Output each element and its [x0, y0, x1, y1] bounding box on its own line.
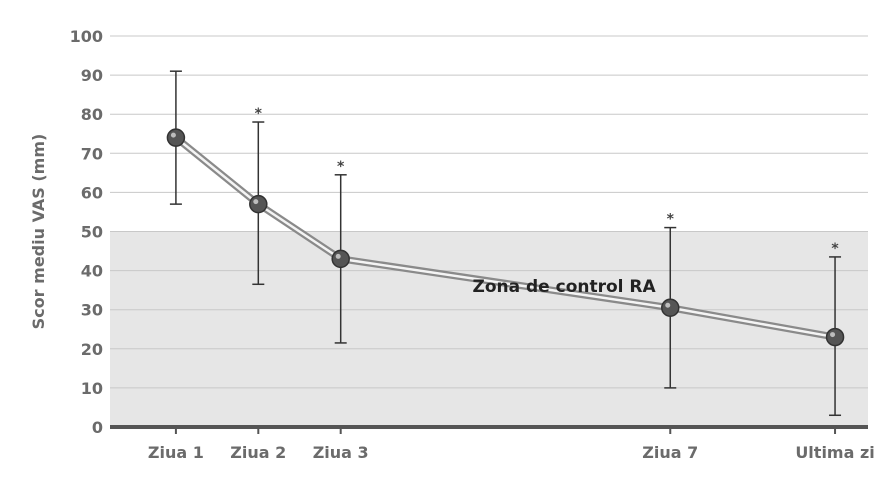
data-point [166, 128, 186, 147]
x-tick-label: Ziua 3 [313, 443, 369, 462]
data-point-highlight [830, 332, 836, 338]
data-point [249, 194, 268, 214]
significance-star: * [831, 241, 839, 257]
grid-lines [110, 35, 868, 389]
data-point-highlight [170, 132, 176, 138]
control-zone-label: Zona de control RA [473, 277, 657, 297]
y-tick-label: 0 [92, 418, 103, 437]
data-point-highlight [335, 253, 341, 259]
data-point [331, 249, 350, 269]
y-tick-label: 90 [81, 66, 103, 85]
y-tick-label: 40 [81, 262, 103, 281]
y-tick-label: 100 [70, 27, 103, 46]
x-tick-label: Ziua 2 [230, 443, 286, 462]
control-zone-rect [110, 231, 868, 427]
significance-markers: * * * * [255, 106, 840, 257]
x-tick-label: Ziua 7 [642, 443, 698, 462]
data-point-highlight [665, 302, 671, 308]
data-points [166, 128, 845, 347]
y-tick-label: 10 [81, 379, 103, 398]
y-axis-ticks: 0 10 20 30 40 50 60 70 80 90 100 [70, 27, 103, 437]
data-point [825, 327, 845, 347]
y-tick-label: 20 [81, 340, 103, 359]
data-point [661, 298, 680, 317]
data-point-highlight [253, 199, 259, 205]
control-zone [110, 231, 868, 427]
significance-star: * [337, 159, 345, 175]
significance-star: * [255, 106, 263, 122]
y-tick-label: 60 [81, 183, 103, 202]
significance-star: * [667, 212, 675, 228]
x-axis-ticks: Ziua 1 Ziua 2 Ziua 3 Ziua 7 Ultima zi [148, 427, 875, 462]
y-axis-title: Scor mediu VAS (mm) [29, 134, 48, 330]
y-tick-label: 70 [81, 144, 103, 163]
y-tick-label: 80 [81, 105, 103, 124]
y-tick-label: 30 [81, 301, 103, 320]
y-tick-label: 50 [81, 223, 103, 242]
x-tick-label: Ultima zi [795, 443, 874, 462]
x-tick-label: Ziua 1 [148, 443, 204, 462]
